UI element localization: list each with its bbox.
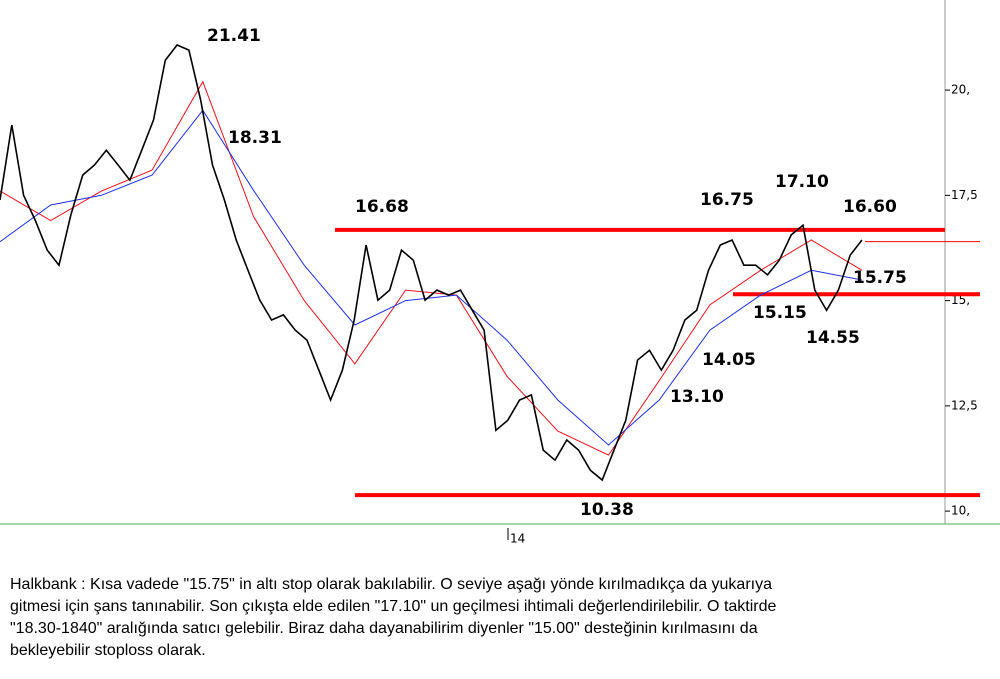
- annotation: 16.68: [355, 197, 409, 217]
- annotation: 10.38: [580, 500, 634, 520]
- comment-line: gitmesi için şans tanınabilir. Son çıkış…: [10, 598, 777, 615]
- comment-line: "18.30-1840" aralığında satıcı gelebilir…: [10, 620, 758, 637]
- comment-line: Halkbank : Kısa vadede "15.75" in altı s…: [10, 576, 772, 593]
- comment: Halkbank : Kısa vadede "15.75" in altı s…: [10, 574, 990, 662]
- y-tick-label: 20,: [951, 83, 970, 97]
- comment-line: bekleyebilir stoploss olarak.: [10, 642, 206, 659]
- annotation: 17.10: [775, 172, 829, 192]
- annotation: 21.41: [207, 26, 261, 46]
- annotation: 16.75: [700, 190, 754, 210]
- x-tick-label: 14: [510, 532, 525, 546]
- y-tick-label: 15,: [951, 293, 970, 307]
- annotation: 16.60: [843, 197, 897, 217]
- annotation: 14.55: [806, 328, 860, 348]
- y-tick-label: 17,5: [951, 188, 978, 202]
- annotation: 15.15: [753, 303, 807, 323]
- series-line: [0, 109, 863, 446]
- annotation: 13.10: [670, 387, 724, 407]
- y-tick-label: 12,5: [951, 398, 978, 412]
- annotation: 18.31: [228, 128, 282, 148]
- series-line: [0, 44, 863, 482]
- annotation: 15.75: [853, 268, 907, 288]
- chart: 10, 12,5 15, 17,5 20, 14 21.41 18.31 16.68 16.75 1…: [0, 0, 1000, 546]
- series-line: [0, 80, 863, 456]
- annotation: 14.05: [702, 350, 756, 370]
- y-tick-label: 10,: [951, 504, 970, 518]
